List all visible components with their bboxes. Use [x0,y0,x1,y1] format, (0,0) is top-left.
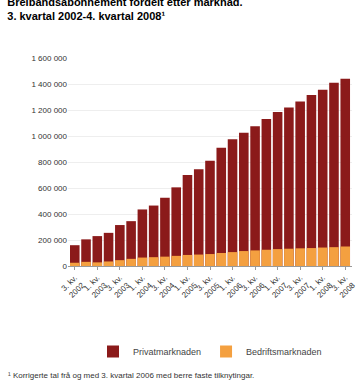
svg-text:¹ Korrigerte tal frå og med 3.: ¹ Korrigerte tal frå og med 3. kvartal 2… [8,371,254,380]
svg-text:1 600 000: 1 600 000 [31,54,67,63]
svg-text:200 000: 200 000 [38,236,67,245]
svg-text:1. kv.2004: 1. kv.2004 [127,273,154,300]
svg-text:1 000 000: 1 000 000 [31,132,67,141]
svg-text:1 400 000: 1 400 000 [31,80,67,89]
svg-text:1 200 000: 1 200 000 [31,106,67,115]
svg-text:1. kv.2003: 1. kv.2003 [82,273,109,300]
svg-text:3. kv.2008: 3. kv.2008 [330,273,357,300]
svg-text:1. kv.2008: 1. kv.2008 [307,273,334,300]
svg-text:Privatmarknaden: Privatmarknaden [133,347,201,357]
svg-text:1. kv.2005: 1. kv.2005 [172,273,199,300]
svg-text:1. kv.2007: 1. kv.2007 [262,273,289,300]
svg-text:400 000: 400 000 [38,210,67,219]
svg-text:0: 0 [63,262,68,271]
svg-text:3. kv.2003: 3. kv.2003 [105,273,132,300]
svg-text:600 000: 600 000 [38,184,67,193]
svg-text:1. kv.2006: 1. kv.2006 [217,273,244,300]
svg-text:3. kv.2007: 3. kv.2007 [285,273,312,300]
svg-text:3. kv.2002: 3. kv.2002 [60,273,87,300]
svg-text:3. kv.2006: 3. kv.2006 [240,273,267,300]
svg-text:800 000: 800 000 [38,158,67,167]
svg-text:Breibandsabonnement fordelt et: Breibandsabonnement fordelt etter markna… [7,0,242,22]
svg-text:3. kv.2005: 3. kv.2005 [195,273,222,300]
svg-text:3. kv.2004: 3. kv.2004 [150,273,177,300]
svg-text:Bedriftsmarknaden: Bedriftsmarknaden [246,347,322,357]
